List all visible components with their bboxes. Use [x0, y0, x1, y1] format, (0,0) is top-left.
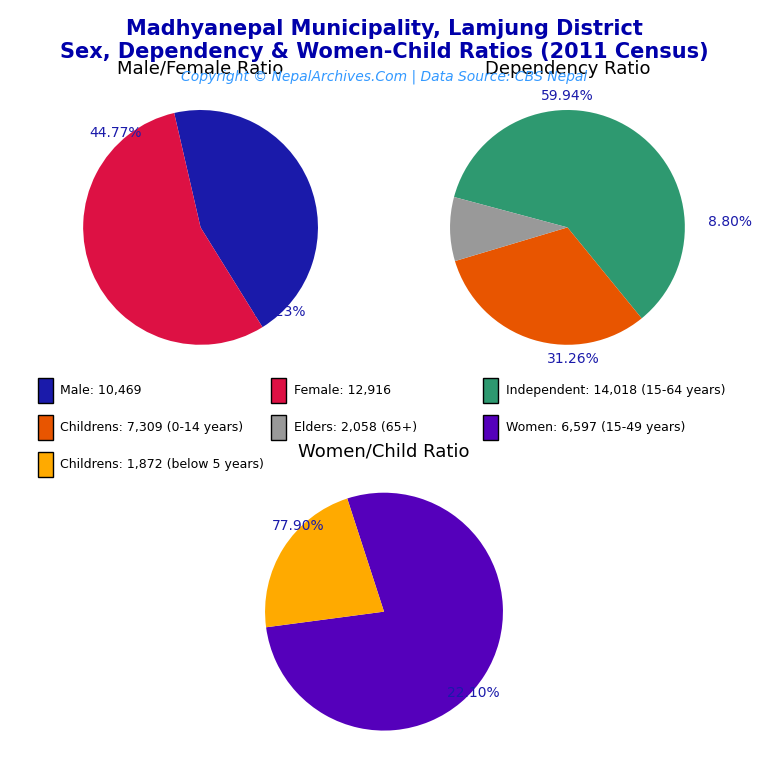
Title: Women/Child Ratio: Women/Child Ratio	[298, 442, 470, 460]
Text: Independent: 14,018 (15-64 years): Independent: 14,018 (15-64 years)	[505, 384, 725, 396]
Wedge shape	[450, 197, 568, 261]
Wedge shape	[83, 113, 263, 345]
Wedge shape	[266, 493, 503, 730]
Title: Dependency Ratio: Dependency Ratio	[485, 60, 650, 78]
Text: Female: 12,916: Female: 12,916	[293, 384, 391, 396]
Text: 31.26%: 31.26%	[547, 352, 600, 366]
Text: 55.23%: 55.23%	[254, 305, 306, 319]
Wedge shape	[265, 498, 384, 627]
Text: 22.10%: 22.10%	[447, 686, 499, 700]
Text: Childrens: 1,872 (below 5 years): Childrens: 1,872 (below 5 years)	[61, 458, 264, 472]
Text: 44.77%: 44.77%	[90, 127, 142, 141]
FancyBboxPatch shape	[483, 415, 498, 440]
Wedge shape	[174, 110, 318, 327]
Text: Sex, Dependency & Women-Child Ratios (2011 Census): Sex, Dependency & Women-Child Ratios (20…	[60, 42, 708, 62]
Text: 77.90%: 77.90%	[272, 519, 325, 533]
Title: Male/Female Ratio: Male/Female Ratio	[118, 60, 283, 78]
Text: Elders: 2,058 (65+): Elders: 2,058 (65+)	[293, 421, 417, 434]
FancyBboxPatch shape	[271, 415, 286, 440]
Text: Madhyanepal Municipality, Lamjung District: Madhyanepal Municipality, Lamjung Distri…	[125, 19, 643, 39]
FancyBboxPatch shape	[483, 378, 498, 402]
FancyBboxPatch shape	[38, 415, 53, 440]
FancyBboxPatch shape	[38, 378, 53, 402]
Wedge shape	[454, 110, 685, 319]
FancyBboxPatch shape	[271, 378, 286, 402]
FancyBboxPatch shape	[38, 452, 53, 477]
Wedge shape	[455, 227, 641, 345]
Text: Copyright © NepalArchives.Com | Data Source: CBS Nepal: Copyright © NepalArchives.Com | Data Sou…	[181, 69, 587, 84]
Text: 8.80%: 8.80%	[708, 214, 753, 229]
Text: Women: 6,597 (15-49 years): Women: 6,597 (15-49 years)	[505, 421, 685, 434]
Text: 59.94%: 59.94%	[541, 89, 594, 103]
Text: Childrens: 7,309 (0-14 years): Childrens: 7,309 (0-14 years)	[61, 421, 243, 434]
Text: Male: 10,469: Male: 10,469	[61, 384, 142, 396]
